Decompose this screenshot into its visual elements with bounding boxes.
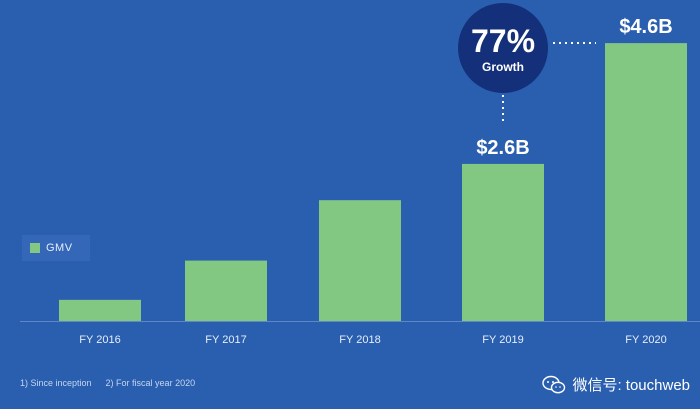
growth-label: Growth [482,60,524,74]
bar-fy-2016 [59,299,141,321]
data-label: $4.6B [619,16,672,38]
bar-fy-2019 [462,163,544,321]
legend-swatch [30,243,40,253]
bar-fy-2020 [605,43,687,322]
x-tick-label: FY 2017 [205,334,246,346]
legend-label: GMV [46,242,73,254]
x-tick-label: FY 2020 [625,334,666,346]
x-tick-label: FY 2018 [339,334,380,346]
bar-fy-2018 [319,200,401,321]
growth-badge [458,3,548,93]
growth-value: 77% [471,23,535,59]
x-tick-label: FY 2019 [482,334,523,346]
x-tick-label: FY 2016 [79,334,120,346]
data-label: $2.6B [476,137,529,159]
watermark-text: 微信号: touchweb [572,377,690,394]
bar-fy-2017 [185,260,267,321]
footnotes: 1) Since inception 2) For fiscal year 20… [20,378,195,388]
wechat-icon [542,375,566,393]
footnote-2: 2) For fiscal year 2020 [105,378,196,388]
watermark: 微信号: touchweb [542,374,690,395]
chart-legend: GMV [22,235,90,261]
footnote-1: 1) Since inception [20,378,92,388]
